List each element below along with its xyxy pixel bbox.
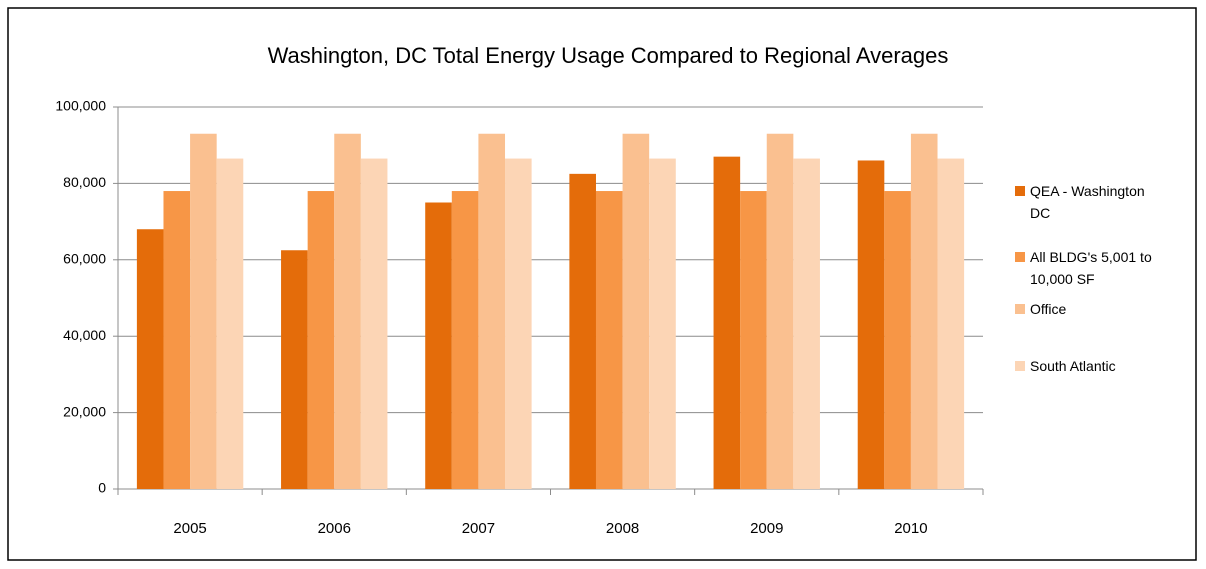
bar (857, 160, 885, 490)
chart-title: Washington, DC Total Energy Usage Compar… (268, 43, 949, 68)
bar (937, 158, 965, 489)
bar (216, 158, 244, 489)
legend-label: QEA - Washington DC (1030, 183, 1145, 221)
bar (451, 191, 479, 490)
legend-label: All BLDG's 5,001 to 10,000 SF (1030, 249, 1152, 287)
bar (360, 158, 388, 489)
legend-swatch (1015, 252, 1025, 262)
x-tick-label: 2009 (750, 520, 783, 537)
y-tick-label: 20,000 (63, 403, 106, 419)
legend-item: QEA - Washington DC (1015, 180, 1152, 224)
x-tick-label: 2010 (894, 520, 927, 537)
bar (713, 156, 741, 489)
bar (569, 173, 596, 489)
y-tick-label: 100,000 (55, 98, 106, 114)
bar (281, 250, 308, 489)
bar (334, 133, 361, 490)
y-tick-label: 40,000 (63, 327, 106, 343)
legend-item: Office (1015, 298, 1152, 320)
legend-item: South Atlantic (1015, 355, 1152, 377)
x-tick-label: 2008 (606, 520, 639, 537)
bar (649, 158, 676, 489)
x-tick-label: 2007 (462, 520, 495, 537)
y-tick-label: 80,000 (63, 174, 106, 190)
y-tick-label: 0 (98, 480, 106, 496)
legend-label: South Atlantic (1030, 358, 1116, 374)
bar (190, 133, 217, 490)
y-tick-label: 60,000 (63, 251, 106, 267)
legend-item: All BLDG's 5,001 to 10,000 SF (1015, 246, 1152, 290)
bar (622, 133, 650, 490)
bar (595, 191, 623, 490)
bar (136, 229, 164, 490)
bar (505, 158, 532, 489)
x-tick-label: 2006 (318, 520, 351, 537)
legend-swatch (1015, 361, 1025, 371)
bar (793, 158, 820, 489)
bar (740, 191, 767, 490)
bar (425, 202, 452, 489)
legend-label: Office (1030, 301, 1067, 317)
bar (766, 133, 794, 490)
bar (478, 133, 506, 490)
legend-swatch (1015, 304, 1025, 314)
x-tick-label: 2005 (173, 520, 206, 537)
bar (884, 191, 911, 490)
bar (163, 191, 191, 490)
legend-swatch (1015, 186, 1025, 196)
bar (910, 133, 938, 490)
bar (307, 191, 335, 490)
